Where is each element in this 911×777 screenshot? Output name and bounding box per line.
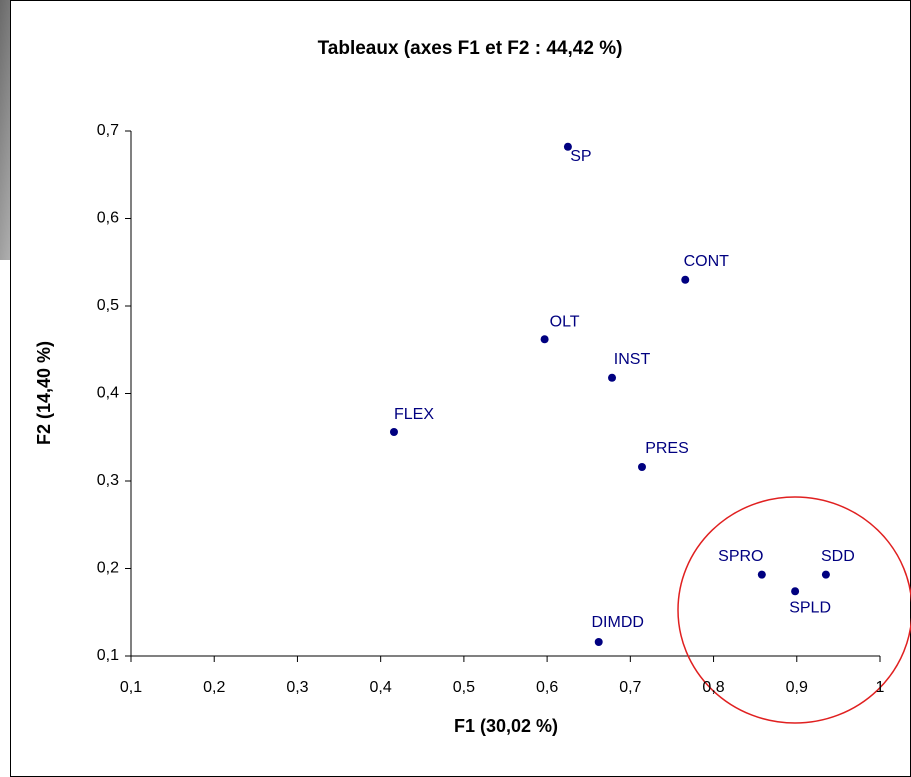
point-label: SPLD xyxy=(789,599,831,616)
point-label: SPRO xyxy=(718,548,763,565)
x-tick-label: 0,3 xyxy=(286,679,308,696)
point-label: PRES xyxy=(645,440,689,457)
point-label: OLT xyxy=(550,313,580,330)
x-tick-label: 0,2 xyxy=(203,679,225,696)
x-tick-label: 0,5 xyxy=(453,679,475,696)
x-tick-label: 0,7 xyxy=(619,679,641,696)
x-tick-label: 0,8 xyxy=(702,679,724,696)
chart-title: Tableaux (axes F1 et F2 : 44,42 %) xyxy=(318,38,623,59)
y-tick-label: 0,1 xyxy=(97,647,119,664)
point xyxy=(681,275,690,284)
point xyxy=(389,428,398,436)
y-tick-label: 0,5 xyxy=(97,297,119,314)
point xyxy=(791,587,800,596)
point xyxy=(563,142,572,151)
chart-frame xyxy=(10,0,911,777)
highlight-circle xyxy=(677,496,911,724)
y-tick-label: 0,6 xyxy=(97,210,119,227)
point-label: INST xyxy=(614,351,651,368)
point xyxy=(608,373,617,382)
point xyxy=(757,570,766,579)
point-label: DIMDD xyxy=(591,614,643,631)
y-tick-label: 0,7 xyxy=(97,122,119,139)
point xyxy=(540,335,549,344)
x-tick-label: 0,9 xyxy=(786,679,808,696)
x-tick-label: 0,1 xyxy=(120,679,142,696)
x-tick-label: 0,4 xyxy=(370,679,392,696)
x-axis-title: F1 (30,02 %) xyxy=(454,716,558,736)
point-label: CONT xyxy=(684,253,730,270)
point-label: SP xyxy=(570,148,591,165)
point-label: FLEX xyxy=(394,406,434,423)
point-label: SDD xyxy=(821,548,855,565)
x-tick-label: 1 xyxy=(876,679,885,696)
point xyxy=(821,570,830,579)
point xyxy=(637,463,646,471)
y-tick-label: 0,4 xyxy=(97,385,119,402)
y-axis-title: F2 (14,40 %) xyxy=(34,341,54,445)
y-tick-label: 0,2 xyxy=(97,560,119,577)
y-tick-label: 0,3 xyxy=(97,472,119,489)
point xyxy=(594,638,603,646)
x-tick-label: 0,6 xyxy=(536,679,558,696)
